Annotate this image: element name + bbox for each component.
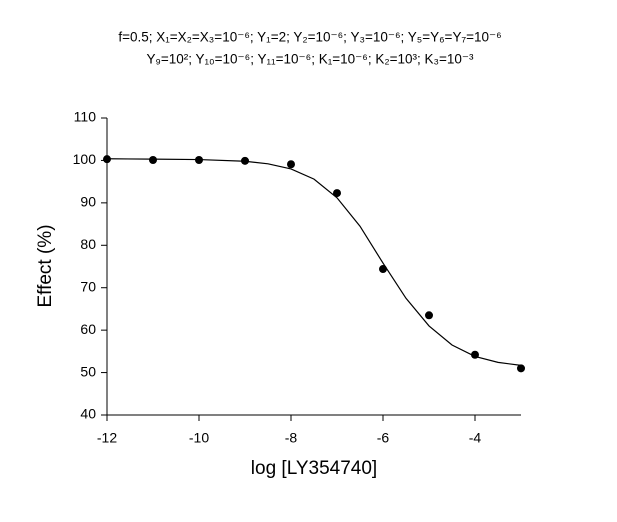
- data-point: [379, 265, 387, 274]
- x-tick-label: -4: [469, 430, 482, 446]
- chart-title: Y₉=10²; Y₁₀=10⁻⁶; Y₁₁=10⁻⁶; K₁=10⁻⁶; K₂=…: [146, 52, 474, 67]
- y-tick-label: 80: [80, 236, 96, 252]
- y-tick-label: 110: [74, 109, 97, 125]
- data-point: [149, 156, 157, 165]
- y-tick-label: 60: [80, 321, 96, 337]
- y-tick-label: 90: [80, 194, 96, 210]
- x-tick-label: -12: [97, 430, 117, 446]
- data-point: [425, 311, 433, 320]
- y-tick-label: 70: [80, 278, 96, 294]
- y-tick-label: 100: [73, 151, 97, 167]
- x-axis-label: log [LY354740]: [251, 458, 377, 479]
- x-tick-label: -10: [189, 430, 209, 446]
- data-point: [517, 364, 525, 373]
- y-tick-label: 50: [80, 363, 96, 379]
- data-point: [333, 189, 341, 198]
- x-tick-label: -6: [377, 430, 390, 446]
- x-tick-label: -8: [285, 430, 298, 446]
- chart-title: f=0.5; X₁=X₂=X₃=10⁻⁶; Y₁=2; Y₂=10⁻⁶; Y₃=…: [118, 30, 501, 45]
- fit-curve: [106, 158, 522, 366]
- data-point: [287, 160, 295, 169]
- y-axis-label: Effect (%): [35, 224, 56, 307]
- y-tick-label: 40: [80, 406, 96, 422]
